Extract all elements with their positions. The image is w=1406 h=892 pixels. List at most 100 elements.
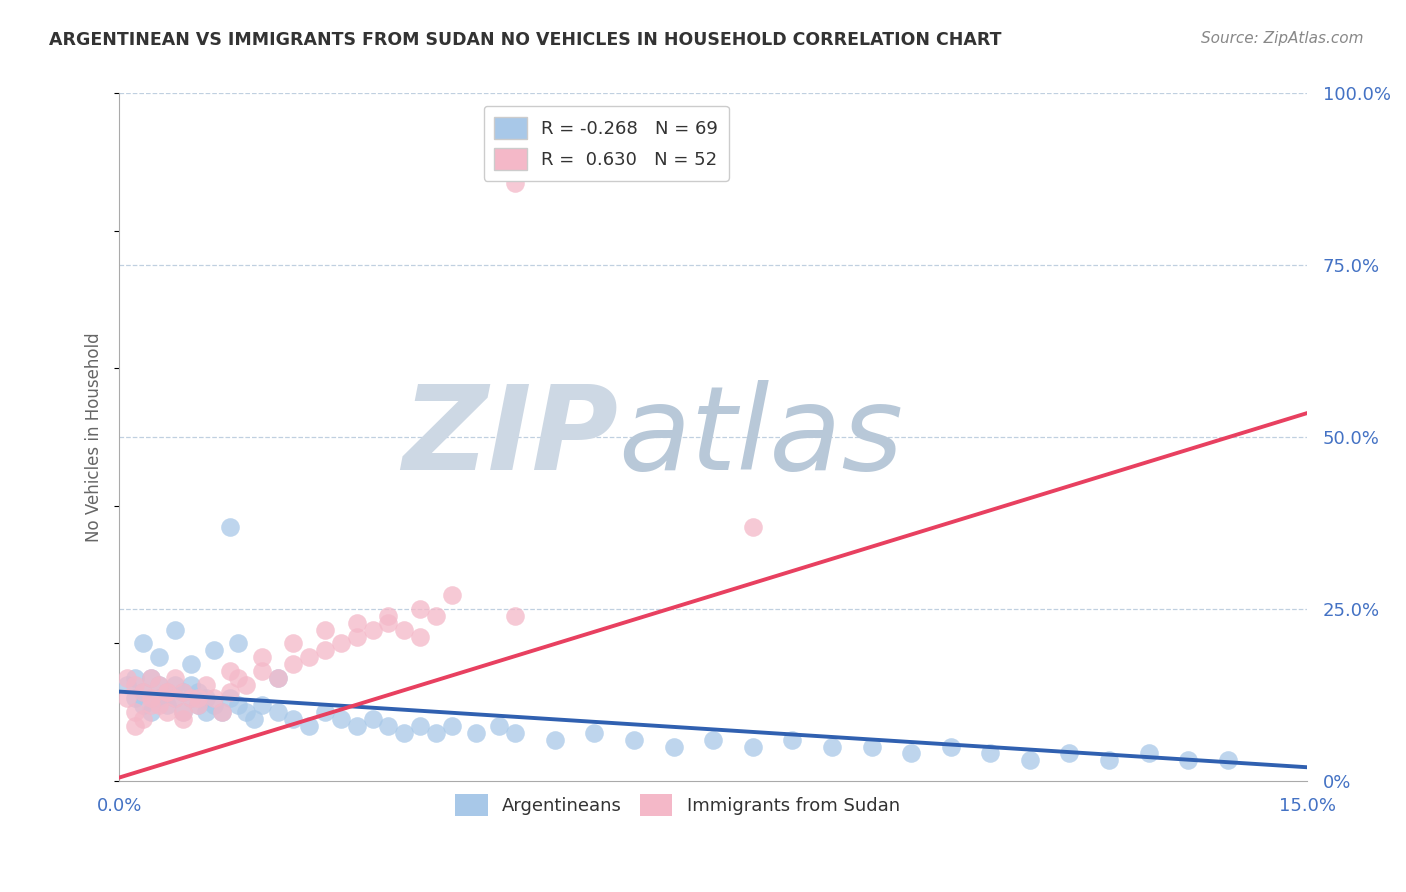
Point — [148, 678, 170, 692]
Point — [148, 698, 170, 713]
Point — [172, 705, 194, 719]
Point — [202, 698, 225, 713]
Y-axis label: No Vehicles in Household: No Vehicles in Household — [86, 333, 103, 542]
Point — [172, 684, 194, 698]
Point — [702, 732, 724, 747]
Point — [250, 650, 273, 665]
Point — [860, 739, 883, 754]
Point — [243, 712, 266, 726]
Point — [156, 705, 179, 719]
Point — [187, 691, 209, 706]
Point — [156, 684, 179, 698]
Point — [163, 623, 186, 637]
Point — [409, 719, 432, 733]
Point — [409, 602, 432, 616]
Point — [235, 678, 257, 692]
Point — [361, 712, 384, 726]
Point — [115, 678, 138, 692]
Point — [330, 636, 353, 650]
Point — [544, 732, 567, 747]
Text: Source: ZipAtlas.com: Source: ZipAtlas.com — [1201, 31, 1364, 46]
Point — [195, 705, 218, 719]
Point — [503, 726, 526, 740]
Point — [139, 705, 162, 719]
Point — [211, 705, 233, 719]
Point — [250, 698, 273, 713]
Point — [440, 719, 463, 733]
Point — [394, 623, 416, 637]
Point — [195, 691, 218, 706]
Point — [377, 719, 399, 733]
Point — [148, 691, 170, 706]
Point — [361, 623, 384, 637]
Point — [266, 671, 288, 685]
Point — [148, 650, 170, 665]
Point — [503, 609, 526, 624]
Point — [163, 691, 186, 706]
Point — [156, 684, 179, 698]
Point — [163, 691, 186, 706]
Point — [314, 705, 336, 719]
Point — [172, 705, 194, 719]
Point — [250, 664, 273, 678]
Point — [180, 678, 202, 692]
Point — [219, 519, 242, 533]
Point — [132, 684, 155, 698]
Point — [266, 705, 288, 719]
Point — [195, 678, 218, 692]
Point — [821, 739, 844, 754]
Point — [180, 657, 202, 672]
Point — [377, 615, 399, 630]
Point — [266, 671, 288, 685]
Point — [314, 643, 336, 657]
Point — [163, 671, 186, 685]
Point — [219, 664, 242, 678]
Point — [1177, 753, 1199, 767]
Point — [139, 691, 162, 706]
Point — [219, 691, 242, 706]
Point — [464, 726, 486, 740]
Legend: Argentineans, Immigrants from Sudan: Argentineans, Immigrants from Sudan — [449, 787, 907, 823]
Point — [156, 684, 179, 698]
Point — [1018, 753, 1040, 767]
Point — [163, 678, 186, 692]
Point — [979, 747, 1001, 761]
Text: atlas: atlas — [619, 380, 903, 494]
Text: ZIP: ZIP — [402, 380, 619, 495]
Point — [211, 705, 233, 719]
Point — [132, 684, 155, 698]
Point — [1059, 747, 1081, 761]
Point — [503, 176, 526, 190]
Point — [124, 719, 146, 733]
Point — [115, 691, 138, 706]
Point — [346, 630, 368, 644]
Point — [662, 739, 685, 754]
Point — [124, 678, 146, 692]
Point — [409, 630, 432, 644]
Point — [298, 719, 321, 733]
Point — [148, 678, 170, 692]
Point — [124, 705, 146, 719]
Point — [1216, 753, 1239, 767]
Point — [298, 650, 321, 665]
Point — [623, 732, 645, 747]
Point — [180, 691, 202, 706]
Point — [283, 712, 305, 726]
Point — [132, 636, 155, 650]
Point — [139, 671, 162, 685]
Point — [139, 698, 162, 713]
Point — [782, 732, 804, 747]
Point — [741, 739, 763, 754]
Point — [187, 698, 209, 713]
Point — [741, 519, 763, 533]
Point — [132, 698, 155, 713]
Point — [202, 643, 225, 657]
Point — [330, 712, 353, 726]
Point — [172, 712, 194, 726]
Point — [132, 712, 155, 726]
Point — [226, 671, 249, 685]
Point — [900, 747, 922, 761]
Point — [394, 726, 416, 740]
Point — [219, 684, 242, 698]
Point — [283, 636, 305, 650]
